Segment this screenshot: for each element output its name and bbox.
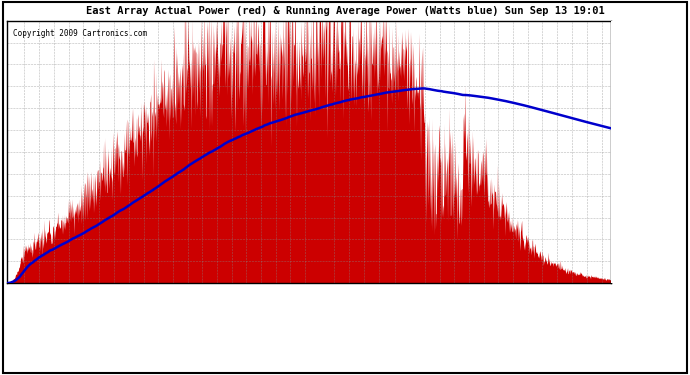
Text: East Array Actual Power (red) & Running Average Power (Watts blue) Sun Sep 13 19: East Array Actual Power (red) & Running … [86,6,604,16]
Text: Copyright 2009 Cartronics.com: Copyright 2009 Cartronics.com [13,28,147,38]
